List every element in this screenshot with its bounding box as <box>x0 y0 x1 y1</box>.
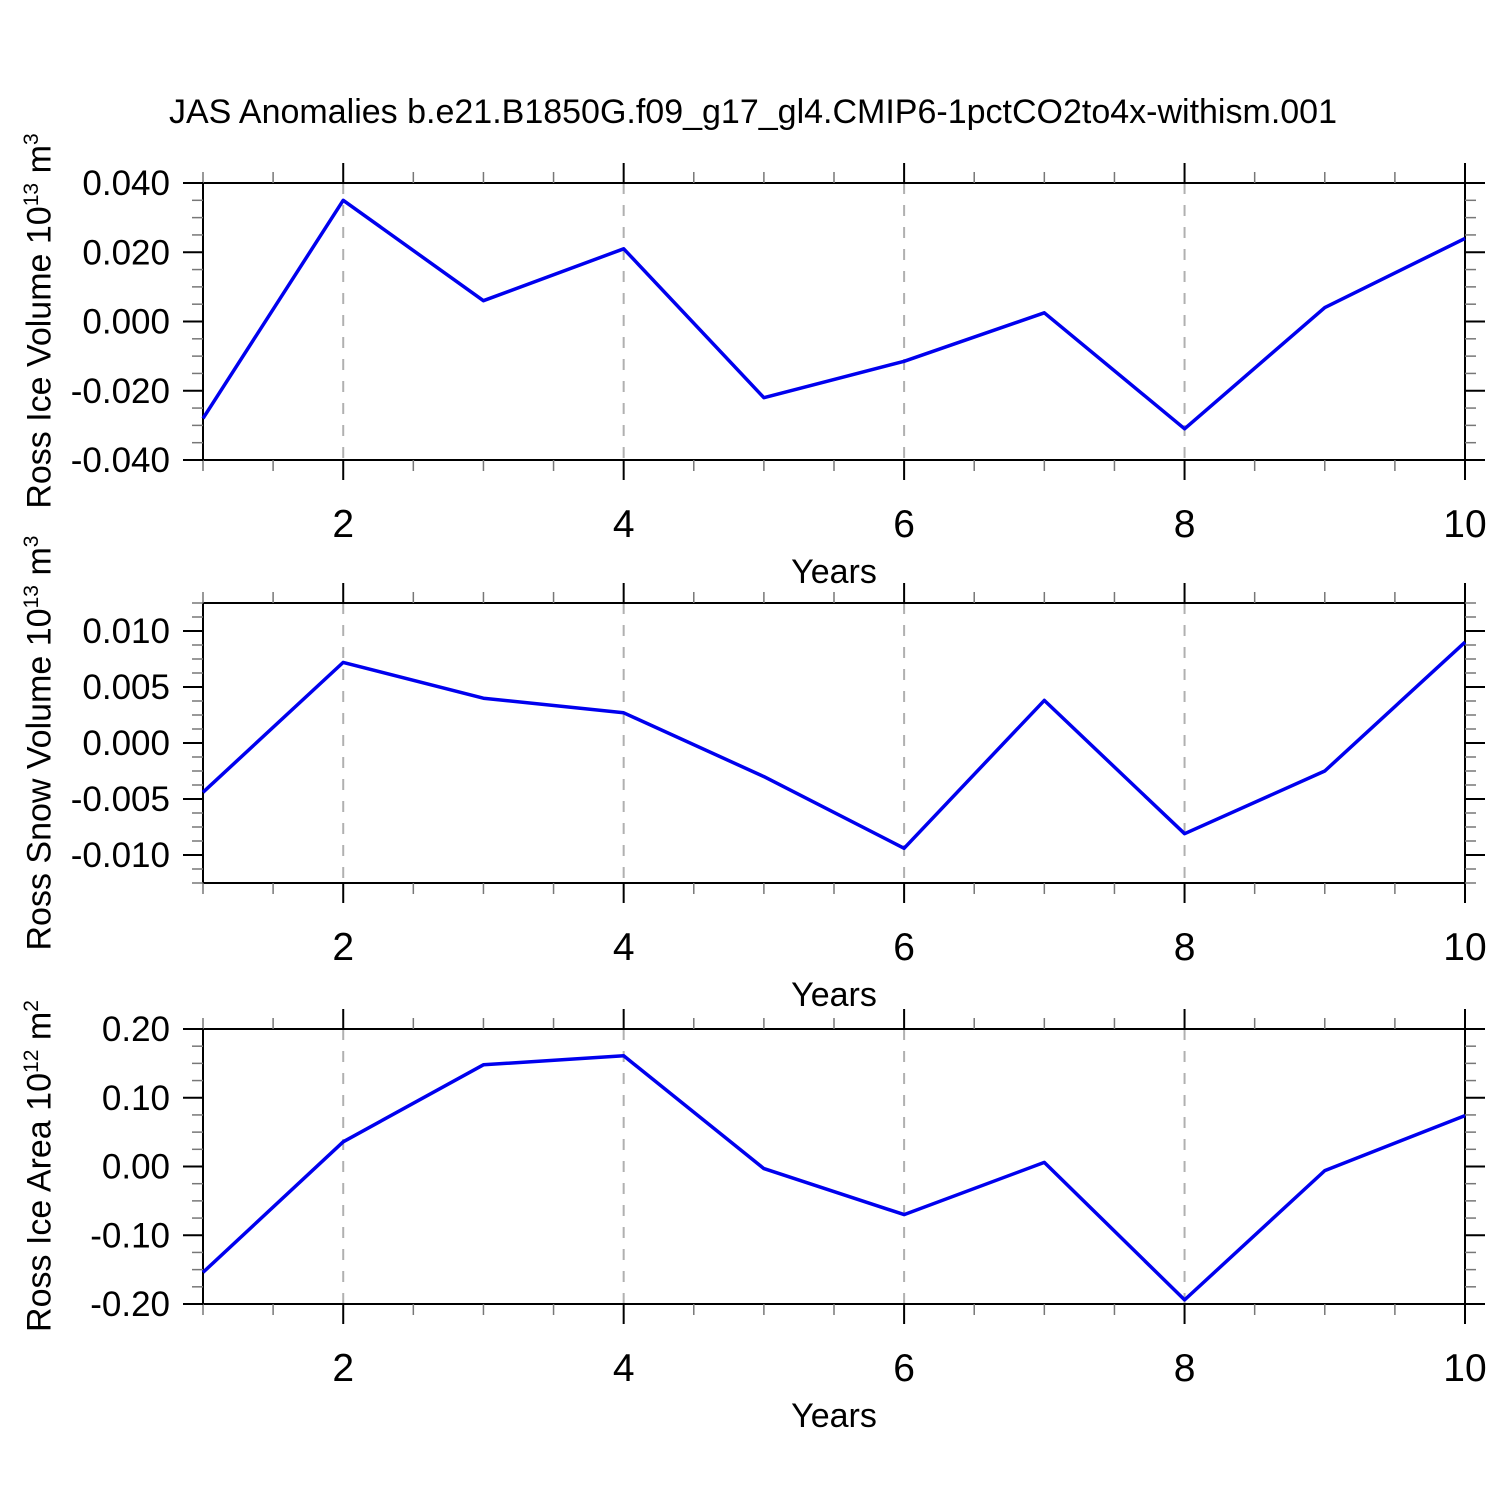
x-tick-label: 8 <box>1174 926 1196 969</box>
y-tick-label: 0.040 <box>82 164 170 203</box>
plot-panel-3: 0.20 0.10 0.00 -0.10 -0.20 2 4 6 8 10 Years <box>90 1009 1487 1435</box>
plot-panel-2: 0.010 0.005 0.000 -0.005 -0.010 2 4 6 8 10 Years <box>71 583 1487 1014</box>
y-tick-label: -0.040 <box>71 441 170 480</box>
y-axis-label-text: m <box>20 145 59 183</box>
y-axis-label-exponent: 13 <box>20 182 44 207</box>
y-axis-label-exponent: 12 <box>20 1049 44 1074</box>
x-tick-label: 10 <box>1443 503 1486 546</box>
y-axis-label-exponent: 13 <box>20 584 44 609</box>
x-tick-label: 6 <box>893 926 915 969</box>
y-axis-label-text: Ross Ice Area 10 <box>20 1073 59 1332</box>
y-axis-label-ross-snow-volume: Ross Snow Volume 1013 m3 <box>20 535 60 951</box>
y-axis-label-text: m <box>20 547 59 585</box>
x-tick-label: 8 <box>1174 1347 1196 1390</box>
x-tick-label: 10 <box>1443 1347 1486 1390</box>
plot-frame <box>202 602 1466 884</box>
y-axis-label-exponent: 2 <box>20 1000 44 1012</box>
y-tick-label: 0.20 <box>102 1010 170 1049</box>
y-axis-label-exponent: 3 <box>20 133 44 146</box>
y-tick-label: -0.20 <box>90 1285 170 1324</box>
y-tick-label: 0.000 <box>82 724 170 763</box>
y-tick-label: -0.005 <box>71 780 170 819</box>
y-tick-label: -0.010 <box>71 836 170 875</box>
x-tick-label: 2 <box>332 503 354 546</box>
y-axis-label-text: Ross Snow Volume 10 <box>20 608 59 951</box>
chart-title: JAS Anomalies b.e21.B1850G.f09_g17_gl4.C… <box>169 93 1337 131</box>
y-tick-label: -0.020 <box>71 372 170 411</box>
series-line-1 <box>201 198 1466 431</box>
y-tick-label: 0.00 <box>102 1148 170 1187</box>
y-tick-label: 0.010 <box>82 612 170 651</box>
x-tick-label: 4 <box>613 1347 635 1390</box>
x-axis-title-years: Years <box>791 553 877 591</box>
y-axis-label-text: m <box>20 1011 59 1050</box>
x-tick-label: 4 <box>613 926 635 969</box>
x-tick-label: 2 <box>332 926 354 969</box>
x-tick-label: 2 <box>332 1347 354 1390</box>
y-tick-label: 0.005 <box>82 668 170 707</box>
x-tick-label: 6 <box>893 1347 915 1390</box>
y-tick-label: 0.000 <box>82 303 170 342</box>
y-tick-label: -0.10 <box>90 1216 170 1255</box>
series-line-2 <box>201 640 1467 851</box>
y-axis-label-text: Ross Ice Volume 10 <box>20 206 59 509</box>
y-tick-label: 0.10 <box>102 1079 170 1118</box>
y-axis-label-ross-ice-area: Ross Ice Area 1012 m2 <box>20 1000 60 1332</box>
plot-frame <box>202 182 1466 461</box>
x-tick-label: 4 <box>613 503 635 546</box>
x-tick-label: 6 <box>893 503 915 546</box>
y-tick-label: 0.020 <box>82 233 170 272</box>
x-axis-title-years: Years <box>791 976 877 1014</box>
x-tick-label: 8 <box>1174 503 1196 546</box>
plot-frame <box>202 1028 1466 1305</box>
y-axis-label-ross-ice-volume: Ross Ice Volume 1013 m3 <box>20 133 60 509</box>
x-tick-label: 10 <box>1443 926 1486 969</box>
series-line-3 <box>201 1054 1466 1302</box>
y-axis-label-exponent: 3 <box>20 535 44 548</box>
plot-panel-1: 0.040 0.020 0.000 -0.020 -0.040 2 4 6 8 10 Years <box>71 163 1487 591</box>
x-axis-title-years: Years <box>791 1397 877 1435</box>
